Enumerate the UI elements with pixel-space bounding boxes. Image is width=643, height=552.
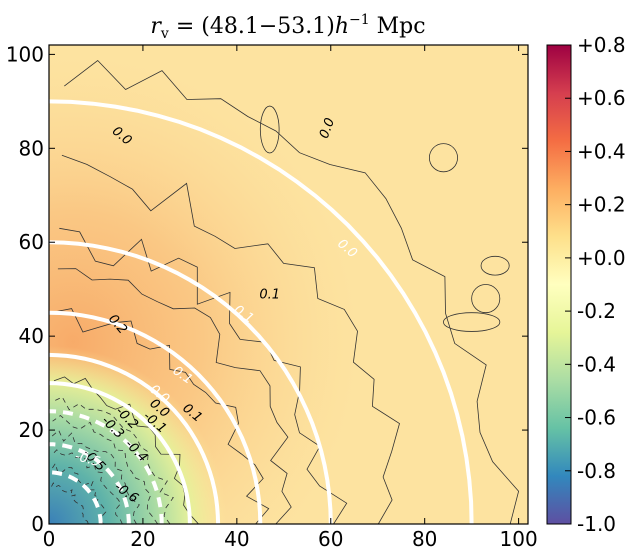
white-contour-line (49, 442, 131, 524)
contour-island (443, 312, 501, 332)
white-contour-line (49, 240, 333, 524)
y-tick-label: 40 (19, 324, 44, 348)
colorbar-tick-label: -0.4 (577, 352, 616, 376)
black-contour-line (64, 59, 520, 524)
white-contour-line (49, 99, 474, 524)
x-tick-label: 80 (412, 527, 437, 551)
heatmap-field (49, 45, 528, 524)
white-contour-line (49, 409, 164, 524)
x-tick-label: 0 (43, 527, 56, 551)
colorbar-tick-label: -0.2 (577, 299, 616, 323)
y-tick-label: 20 (19, 418, 44, 442)
colorbar-tick-label: +0.4 (577, 139, 626, 163)
contour-island (480, 255, 510, 276)
plot-frame (48, 44, 529, 525)
white-contour-line (49, 310, 263, 524)
colorbar-tick-label: +0.0 (577, 246, 626, 270)
white-contour-line (49, 381, 192, 524)
black-contour-line (56, 308, 270, 524)
x-tick-label: 100 (500, 527, 538, 551)
chart-title: rv = (48.1−53.1)h−1 Mpc (150, 12, 425, 42)
contour-island (428, 143, 458, 173)
white-contour-line (49, 352, 221, 524)
contour-island (471, 284, 501, 314)
white-contour-line (49, 470, 103, 524)
x-tick-label: 60 (318, 527, 343, 551)
x-tick-label: 40 (224, 527, 249, 551)
y-tick-label: 100 (6, 42, 44, 66)
colorbar-tick-label: +0.6 (577, 86, 626, 110)
black-contour-line (49, 482, 89, 524)
y-axis: 0 20 40 60 80 100 (6, 42, 528, 536)
colorbar-tick-label: +0.8 (577, 33, 626, 57)
colorbar-ticks: +0.8 +0.6 +0.4 +0.2 +0.0 -0.2 -0.4 -0.6 -0.8 -1.0 (565, 33, 626, 536)
black-contour-line (59, 227, 348, 524)
x-axis: 0 20 40 60 80 100 (43, 45, 538, 551)
white-contours (49, 99, 474, 524)
colorbar-tick-label: -0.8 (577, 459, 616, 483)
black-contour-line (51, 429, 140, 524)
colorbar-tick-label: -1.0 (577, 512, 616, 536)
black-contour-line (57, 268, 292, 524)
black-contour-line (51, 449, 123, 524)
black-contour-line (53, 396, 174, 524)
black-contour-line (50, 462, 107, 524)
black-contour-line (61, 154, 400, 524)
contour-island (259, 105, 280, 154)
contour-label: -0.5 (73, 449, 101, 470)
x-tick-label: 20 (130, 527, 155, 551)
black-contour-line (52, 414, 159, 524)
contour-label: 0.1 (259, 288, 280, 303)
colorbar-tick-label: +0.2 (577, 193, 626, 217)
colorbar-tick-label: -0.6 (577, 406, 616, 430)
colorbar (546, 44, 572, 525)
y-tick-label: 80 (19, 136, 44, 160)
contour-label: 0.0 (317, 116, 338, 141)
y-tick-label: 60 (19, 230, 44, 254)
y-tick-label: 0 (31, 512, 44, 536)
